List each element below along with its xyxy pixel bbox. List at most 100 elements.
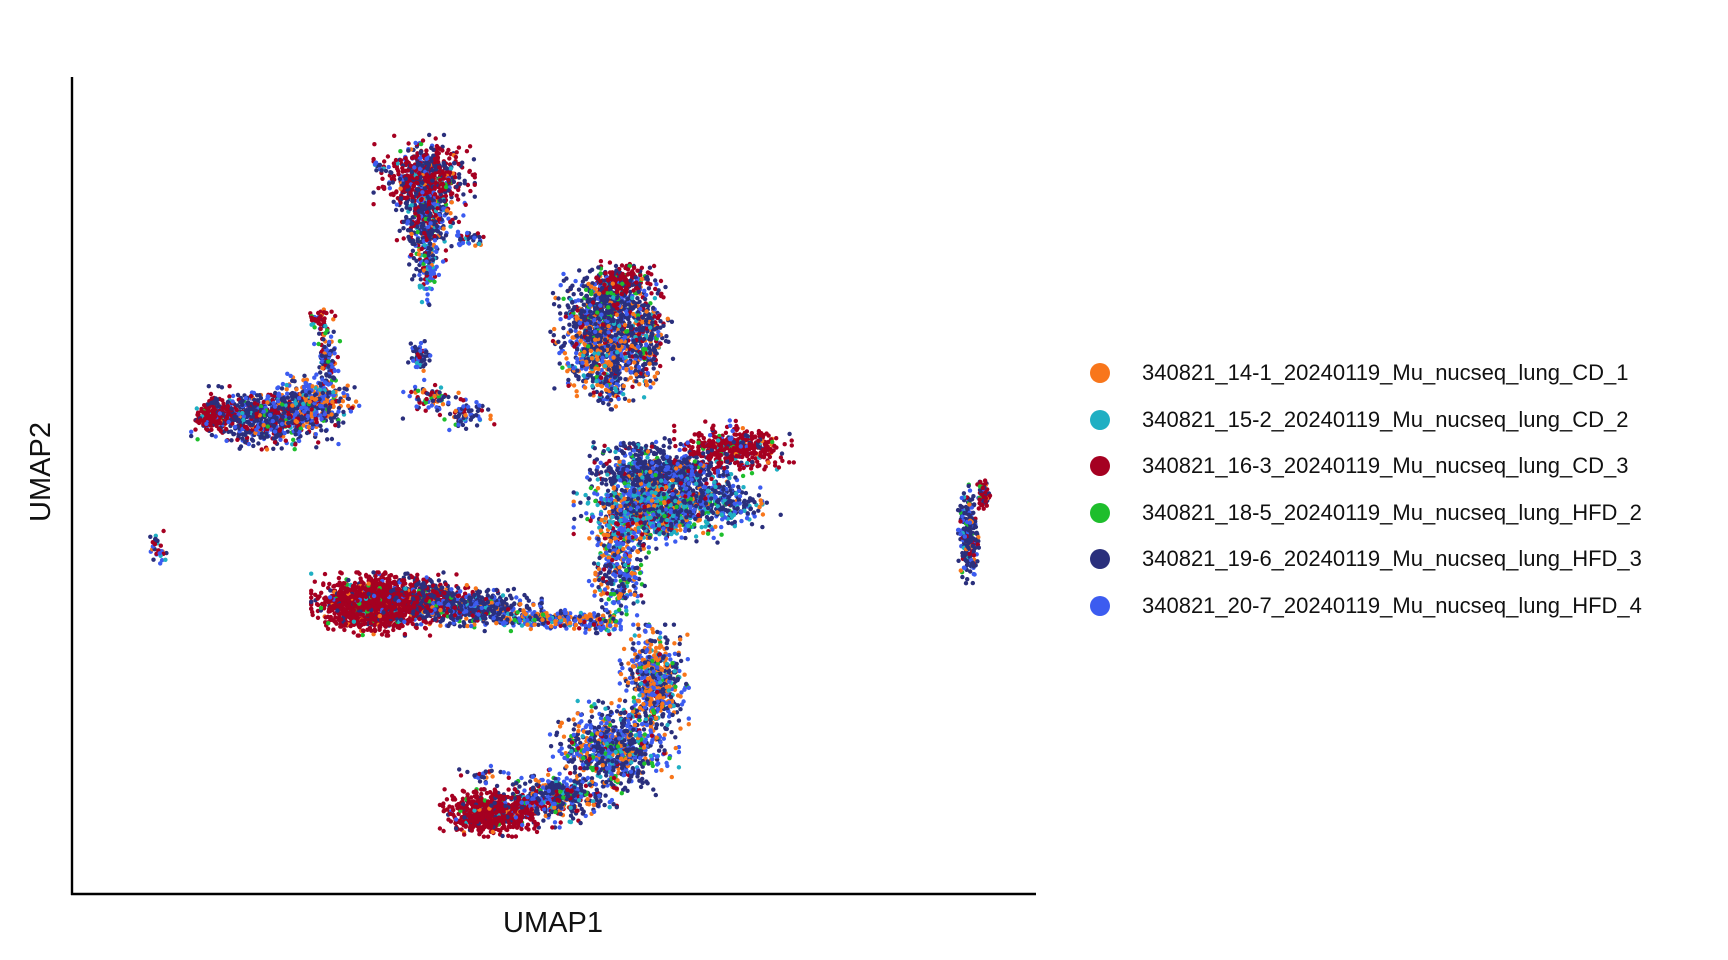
- scatter-point: [587, 453, 592, 459]
- scatter-point: [457, 767, 462, 772]
- scatter-point: [589, 709, 594, 714]
- scatter-point: [447, 411, 453, 417]
- scatter-point: [609, 701, 614, 706]
- scatter-point: [472, 194, 477, 199]
- scatter-point: [194, 406, 199, 411]
- scatter-point: [488, 416, 493, 422]
- scatter-point: [602, 802, 607, 808]
- scatter-point: [322, 571, 328, 577]
- scatter-point: [536, 622, 541, 627]
- scatter-point: [619, 791, 624, 796]
- scatter-point: [550, 754, 556, 759]
- scatter-point: [662, 436, 667, 441]
- scatter-point: [557, 361, 562, 366]
- scatter-point: [230, 393, 236, 399]
- scatter-point: [772, 460, 778, 465]
- scatter-point: [592, 578, 598, 583]
- scatter-point: [631, 695, 636, 700]
- scatter-point: [331, 627, 336, 632]
- scatter-point: [651, 381, 656, 386]
- scatter-point: [422, 339, 427, 344]
- scatter-point: [656, 748, 662, 753]
- scatter-point: [427, 358, 432, 363]
- scatter-point: [669, 774, 674, 780]
- scatter-point: [593, 782, 599, 787]
- scatter-point: [613, 263, 619, 269]
- scatter-point: [447, 156, 452, 161]
- scatter-point: [488, 413, 493, 418]
- scatter-point: [393, 207, 399, 213]
- scatter-point: [558, 820, 563, 825]
- scatter-point: [779, 451, 785, 456]
- scatter-point: [663, 726, 668, 731]
- scatter-point: [659, 722, 664, 727]
- scatter-point: [670, 356, 676, 361]
- scatter-point: [583, 379, 589, 384]
- scatter-point: [334, 621, 339, 626]
- scatter-point: [312, 579, 317, 584]
- scatter-point: [654, 768, 659, 773]
- scatter-point: [590, 383, 595, 389]
- scatter-point: [630, 384, 635, 389]
- scatter-point: [358, 576, 363, 581]
- scatter-point: [583, 783, 589, 788]
- scatter-point: [474, 400, 479, 405]
- scatter-point: [340, 399, 346, 404]
- scatter-point: [599, 481, 605, 486]
- scatter-point: [546, 772, 551, 777]
- scatter-point: [694, 539, 699, 544]
- scatter-point: [425, 297, 430, 302]
- scatter-point: [325, 626, 331, 631]
- scatter-point: [635, 296, 640, 301]
- scatter-point: [561, 325, 566, 331]
- scatter-point: [636, 626, 641, 631]
- scatter-point: [394, 238, 400, 243]
- scatter-point: [425, 292, 430, 297]
- scatter-point: [739, 490, 745, 495]
- scatter-point: [743, 490, 749, 496]
- scatter-point: [591, 440, 596, 445]
- scatter-point: [418, 622, 424, 627]
- scatter-point: [967, 488, 973, 493]
- scatter-point: [637, 382, 642, 387]
- scatter-point: [465, 792, 470, 797]
- scatter-point: [477, 779, 483, 784]
- scatter-point: [510, 791, 516, 797]
- scatter-point: [723, 430, 729, 435]
- scatter-point: [623, 605, 629, 610]
- scatter-point: [617, 658, 622, 663]
- scatter-point: [616, 704, 621, 709]
- scatter-point: [436, 572, 441, 577]
- scatter-point: [541, 818, 546, 823]
- scatter-point: [292, 447, 297, 452]
- scatter-point: [683, 535, 688, 541]
- scatter-point: [528, 626, 533, 632]
- scatter-point: [685, 632, 690, 637]
- scatter-point: [960, 574, 965, 580]
- scatter-point: [189, 433, 194, 439]
- scatter-point: [437, 412, 443, 418]
- scatter-point: [583, 492, 588, 498]
- scatter-point: [653, 536, 658, 542]
- scatter-point: [418, 340, 424, 346]
- scatter-point: [578, 500, 583, 505]
- scatter-point: [630, 646, 635, 651]
- scatter-point: [573, 328, 578, 333]
- scatter-point: [787, 460, 792, 465]
- scatter-point: [371, 190, 376, 195]
- scatter-point: [467, 144, 473, 149]
- scatter-point: [320, 377, 325, 382]
- scatter-point: [672, 651, 678, 656]
- scatter-point: [561, 296, 566, 301]
- scatter-point: [398, 149, 403, 154]
- scatter-point: [682, 672, 687, 677]
- scatter-point: [557, 304, 562, 309]
- scatter-point: [519, 623, 525, 628]
- scatter-point: [572, 722, 578, 727]
- scatter-point: [750, 455, 755, 460]
- scatter-point: [401, 236, 406, 241]
- scatter-point: [764, 500, 769, 505]
- scatter-point: [399, 207, 405, 213]
- scatter-point: [646, 545, 651, 550]
- scatter-point: [975, 559, 980, 564]
